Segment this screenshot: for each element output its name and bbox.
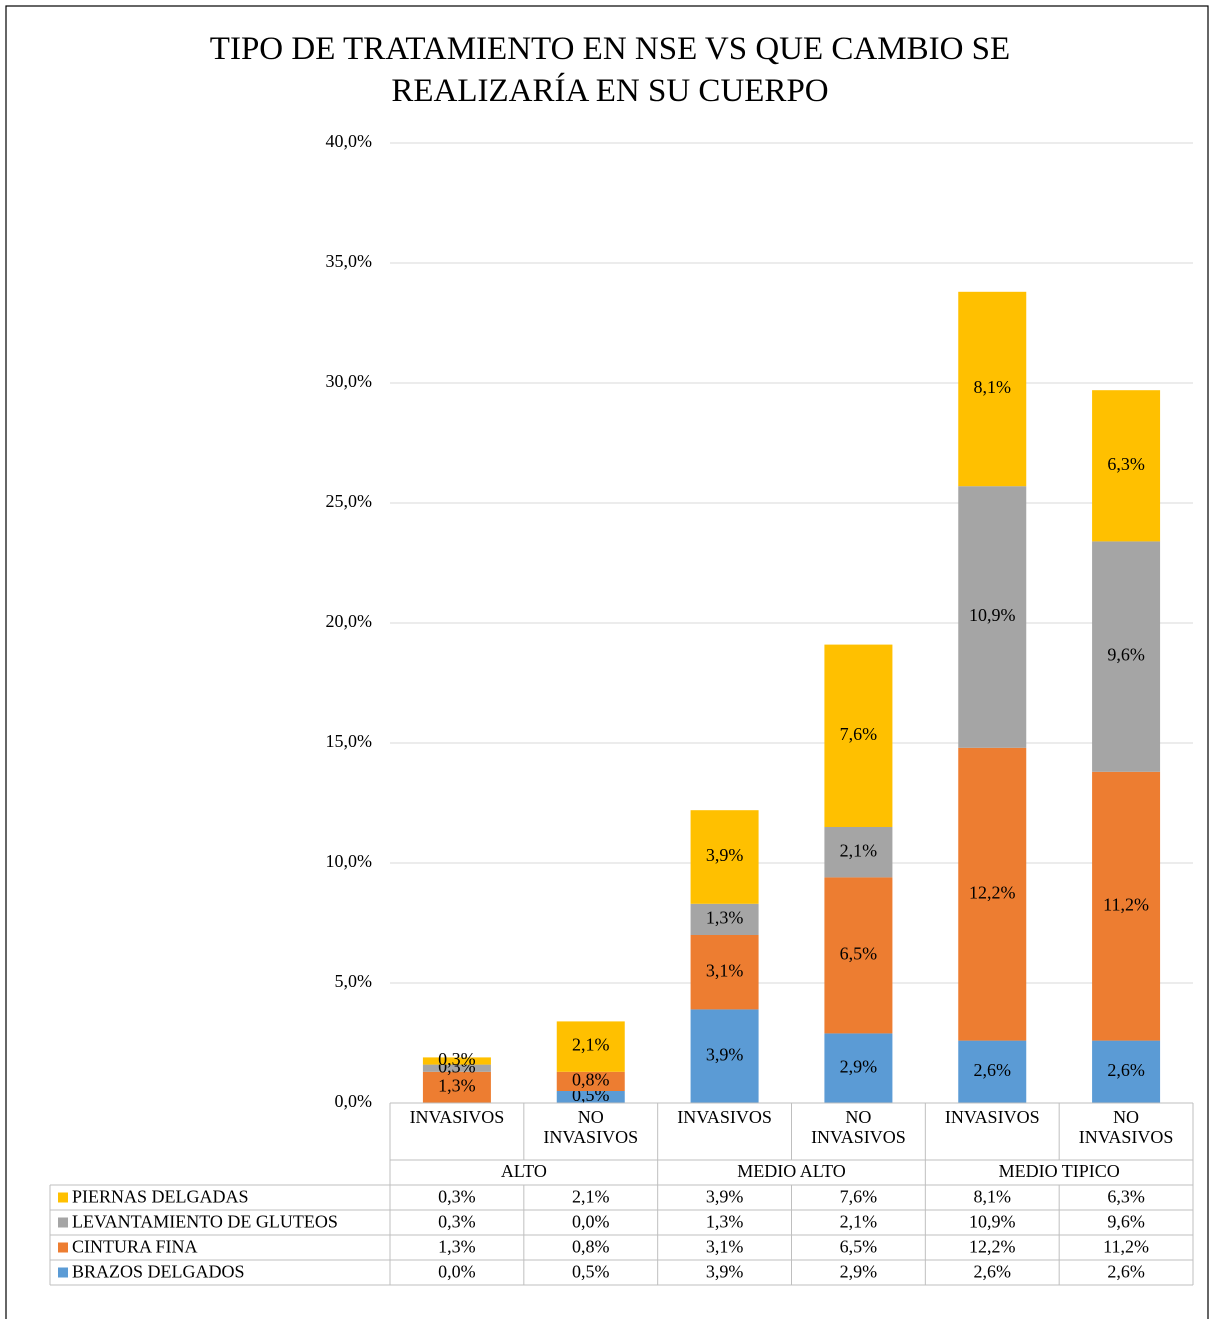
table-cell: 1,3% [706,1212,744,1232]
x-tick-label: INVASIVOS [409,1107,505,1127]
group-label: MEDIO ALTO [737,1161,846,1181]
table-cell: 6,5% [840,1237,878,1257]
data-label: 0,8% [572,1070,610,1090]
table-cell: 11,2% [1103,1237,1149,1257]
frame [5,5,1209,1319]
bar-segment [1092,771,1161,1041]
y-tick-label: 25,0% [326,491,373,511]
bar-segment [824,877,893,1034]
x-tick-label: INVASIVOS [944,1107,1040,1127]
table-cell: 6,3% [1107,1187,1145,1207]
bar-segment [958,1040,1027,1103]
legend-key [58,1192,68,1203]
bar-segment [556,1071,625,1091]
y-tick-label: 35,0% [326,251,373,271]
y-tick-label: 20,0% [326,611,373,631]
bar-segment [690,935,759,1010]
data-label: 6,5% [840,944,878,964]
table-cell: 10,9% [969,1212,1016,1232]
bar-segment [958,747,1027,1041]
table-cell: 3,9% [706,1187,744,1207]
data-label: 11,2% [1103,894,1149,914]
data-label: 10,9% [969,605,1016,625]
data-label: 7,6% [840,724,878,744]
bar-segment [824,827,893,878]
legend-label: BRAZOS DELGADOS [72,1262,245,1282]
x-tick-label: NO INVASIVOS [543,1107,639,1147]
table-cell: 0,5% [572,1262,610,1282]
data-label: 2,6% [974,1060,1012,1080]
bar-segment [824,1033,893,1103]
bar-segment [690,903,759,935]
x-tick-label: NO INVASIVOS [811,1107,906,1147]
data-label: 12,2% [969,882,1016,902]
data-label: 9,6% [1107,645,1145,665]
data-label: 2,6% [1107,1060,1145,1080]
bar-segment [422,1057,491,1065]
table-cell: 0,0% [572,1212,610,1232]
table-cell: 8,1% [974,1187,1012,1207]
table-cell: 7,6% [840,1187,878,1207]
y-tick-label: 40,0% [326,131,373,151]
data-label: 2,1% [840,840,878,860]
y-tick-label: 30,0% [326,371,373,391]
bar-segment [422,1071,491,1103]
table-cell: 3,9% [706,1262,744,1282]
bar-segment [690,1009,759,1103]
x-tick-label: NO INVASIVOS [1078,1107,1174,1147]
table-cell: 2,6% [1107,1262,1145,1282]
data-label: 3,1% [706,960,744,980]
bar-segment [1092,541,1161,772]
legend-label: CINTURA FINA [72,1237,198,1257]
data-label: 2,1% [572,1035,610,1055]
bar-segment [556,1091,625,1103]
table-cell: 2,1% [572,1187,610,1207]
table-cell: 9,6% [1107,1212,1145,1232]
legend-key [58,1267,68,1278]
bar-segment [958,486,1027,748]
bar-segment [824,644,893,827]
x-tick-label: INVASIVOS [677,1107,772,1127]
bar-segment [690,810,759,904]
legend-key [58,1242,68,1253]
chart-title: TIPO DE TRATAMIENTO EN NSE VS QUE CAMBIO… [209,31,1011,109]
bar-segment [556,1021,625,1072]
bar-segment [422,1064,491,1072]
bar-segment [958,291,1027,487]
table-cell: 3,1% [706,1237,744,1257]
y-tick-label: 10,0% [326,851,373,871]
data-label: 1,3% [438,1076,476,1096]
table-cell: 0,0% [438,1262,476,1282]
table-cell: 12,2% [969,1237,1016,1257]
group-label: MEDIO TIPICO [999,1161,1120,1181]
data-label: 8,1% [974,377,1012,397]
table-cell: 2,6% [974,1262,1012,1282]
data-label: 0,3% [438,1049,476,1069]
table-cell: 0,8% [572,1237,610,1257]
y-tick-label: 15,0% [326,731,373,751]
data-label: 3,9% [706,1044,744,1064]
data-label: 2,9% [840,1056,878,1076]
bar-segment [1092,1040,1161,1103]
legend-key [58,1217,68,1228]
data-label: 6,3% [1107,454,1145,474]
data-label: 3,9% [706,845,744,865]
y-tick-label: 5,0% [335,971,373,991]
data-label: 1,3% [706,908,744,928]
table-cell: 0,3% [438,1212,476,1232]
table-cell: 1,3% [438,1237,476,1257]
legend-label: LEVANTAMIENTO DE GLUTEOS [72,1212,338,1232]
table-cell: 0,3% [438,1187,476,1207]
group-label: ALTO [501,1161,547,1181]
bar-segment [1092,390,1161,542]
y-tick-label: 0,0% [335,1091,373,1111]
legend-label: PIERNAS DELGADAS [72,1187,249,1207]
table-cell: 2,9% [840,1262,878,1282]
table-cell: 2,1% [840,1212,878,1232]
